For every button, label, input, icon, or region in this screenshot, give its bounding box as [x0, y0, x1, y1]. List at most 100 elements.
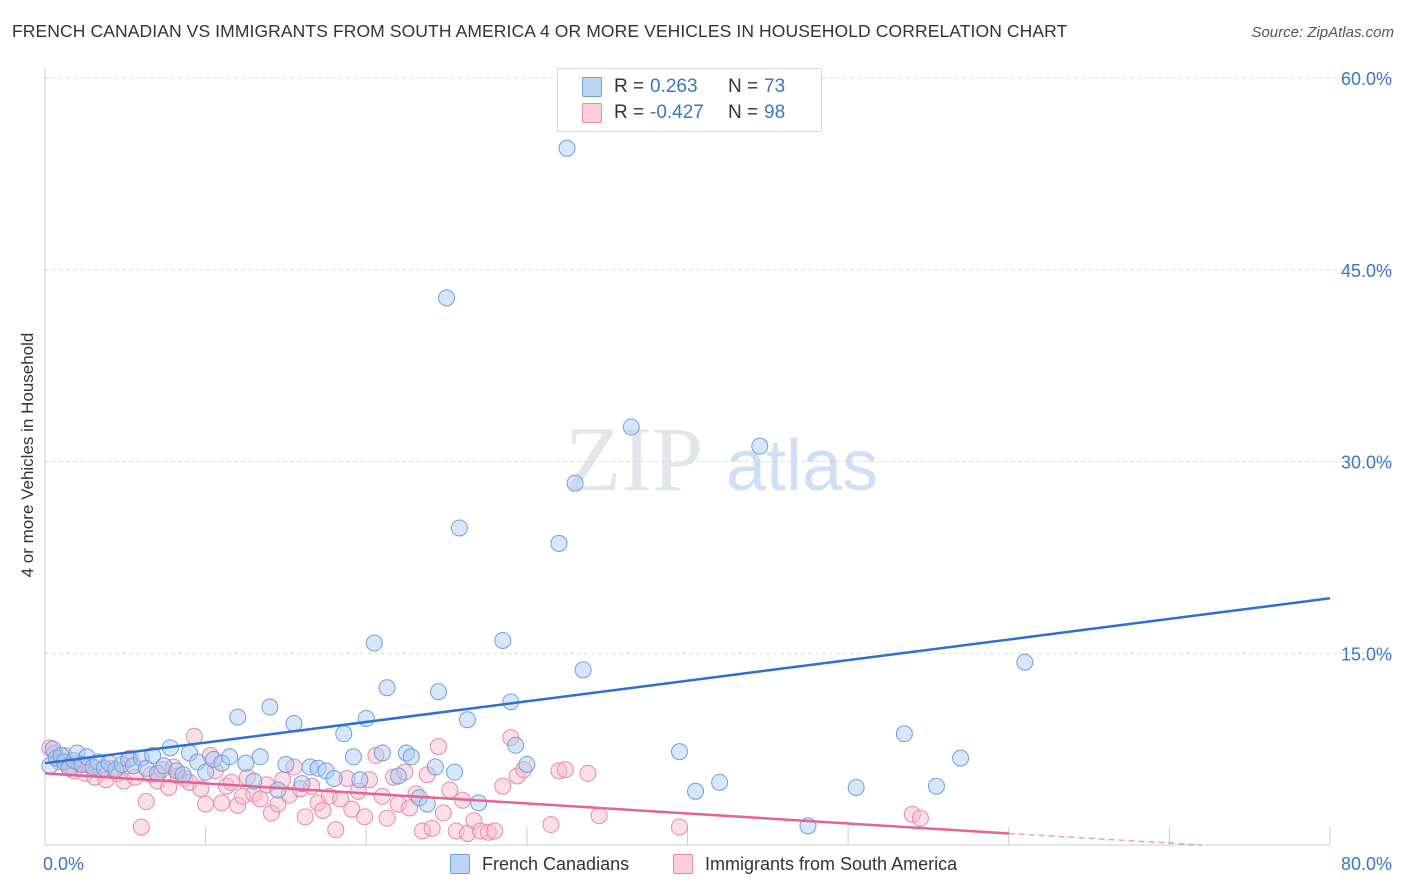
french-canadian-point [335, 725, 353, 743]
x-tick-label: 80.0% [1341, 854, 1392, 874]
y-tick-label: 60.0% [1341, 69, 1392, 89]
french-canadian-point [687, 782, 705, 800]
immigrants-point [222, 773, 240, 791]
immigrants-point [213, 794, 231, 812]
immigrants-point [670, 818, 688, 836]
stats-r-value: -0.427 [650, 102, 704, 123]
legend-swatch-blue [450, 854, 470, 874]
immigrants-point [262, 804, 280, 822]
immigrants-point [258, 776, 276, 794]
stats-n-value: 98 [764, 102, 786, 123]
french-canadian-point [325, 770, 343, 788]
french-canadian-point [566, 474, 584, 492]
gridlines [45, 77, 1392, 654]
watermark-atlas: atlas [726, 426, 878, 506]
stats-swatch-blue [582, 77, 602, 97]
french-canadian-point [357, 709, 375, 727]
immigrants-point [343, 800, 361, 818]
immigrants-point [197, 795, 215, 813]
legend-swatch-pink [673, 854, 693, 874]
immigrants-point [314, 801, 332, 819]
immigrants-point [229, 796, 247, 814]
french-canadian-point [470, 794, 488, 812]
immigrants-point [447, 822, 465, 840]
chart-title: FRENCH CANADIAN VS IMMIGRANTS FROM SOUTH… [12, 21, 1068, 41]
immigrants-point [378, 809, 396, 827]
immigrants-point [590, 807, 608, 825]
french-canadian-point [229, 708, 247, 726]
french-canadian-point [351, 771, 369, 789]
stats-n-label: N = [728, 102, 759, 123]
french-canadian-point [373, 744, 391, 762]
legend-label: French Canadians [482, 853, 630, 874]
french-canadian-point [751, 437, 769, 455]
french-canadian-point [237, 754, 255, 772]
immigrants-point [360, 771, 378, 789]
trend-lines [44, 597, 1331, 846]
legend-label: Immigrants from South America [705, 853, 958, 874]
legend-item-french-canadians: French Canadians [450, 852, 629, 876]
immigrants-point [465, 812, 483, 830]
immigrants-trend-extension [1008, 832, 1202, 846]
y-tick-label: 30.0% [1341, 453, 1392, 473]
immigrants-point [234, 787, 252, 805]
french-canadian-point [378, 679, 396, 697]
french-canadian-point [446, 763, 464, 781]
y-tick-label: 15.0% [1341, 644, 1392, 664]
immigrants-point [579, 764, 597, 782]
french-canadian-point [927, 777, 945, 795]
immigrants-point [903, 805, 921, 823]
immigrants-point [479, 823, 497, 841]
source-label: Source: ZipAtlas.com [1251, 24, 1394, 41]
french-canadian-point [895, 725, 913, 743]
stats-row-french-canadians: R = 0.263 N = 73 [582, 75, 804, 99]
immigrants-point [137, 793, 155, 811]
stats-row-immigrants: R = -0.427 N = 98 [582, 101, 804, 125]
french-canadian-point [1016, 653, 1034, 671]
immigrants-point [550, 762, 568, 780]
immigrants-point [515, 761, 533, 779]
x-tick-label: 0.0% [43, 854, 84, 874]
french-canadian-point [711, 773, 729, 791]
immigrants-point [338, 770, 356, 788]
immigrants-point [911, 809, 929, 827]
french-canadian-point [574, 661, 592, 679]
immigrants-point [269, 795, 287, 813]
immigrants-point [373, 787, 391, 805]
immigrants-point [185, 727, 203, 745]
french-canadian-point [344, 748, 362, 766]
watermark: ZIP atlas [565, 408, 878, 510]
french-canadian-point [558, 139, 576, 157]
french-canadian-point [174, 766, 192, 784]
immigrants-point [486, 822, 504, 840]
french-canadian-point [438, 289, 456, 307]
stats-swatch-pink [582, 103, 602, 123]
immigrants-point [356, 808, 374, 826]
immigrants-point [132, 818, 150, 836]
watermark-zip: ZIP [565, 408, 703, 510]
immigrants-point [508, 767, 526, 785]
immigrants-point [192, 780, 210, 798]
french-canadian-point [251, 748, 269, 766]
immigrants-point [542, 816, 560, 834]
immigrants-point [423, 819, 441, 837]
stats-r-label: R = [614, 76, 645, 97]
french-canadian-point [269, 781, 287, 799]
french-canadian-point [670, 743, 688, 761]
french-canadian-point [261, 698, 279, 716]
french-canadian-point [430, 683, 448, 701]
french-canadian-point [402, 748, 420, 766]
french-canadian-point [293, 775, 311, 793]
stats-n-label: N = [728, 76, 759, 97]
french-canadian-point [458, 711, 476, 729]
stats-n-value: 73 [764, 76, 786, 97]
immigrants-point [434, 804, 452, 822]
legend-item-immigrants: Immigrants from South America [673, 852, 957, 876]
french-canadian-point [426, 758, 444, 776]
french-canadian-point [507, 736, 525, 754]
immigrants-point [251, 790, 269, 808]
immigrants-point [327, 821, 345, 839]
french-canadian-point [494, 631, 512, 649]
french-canadian-point [285, 715, 303, 733]
